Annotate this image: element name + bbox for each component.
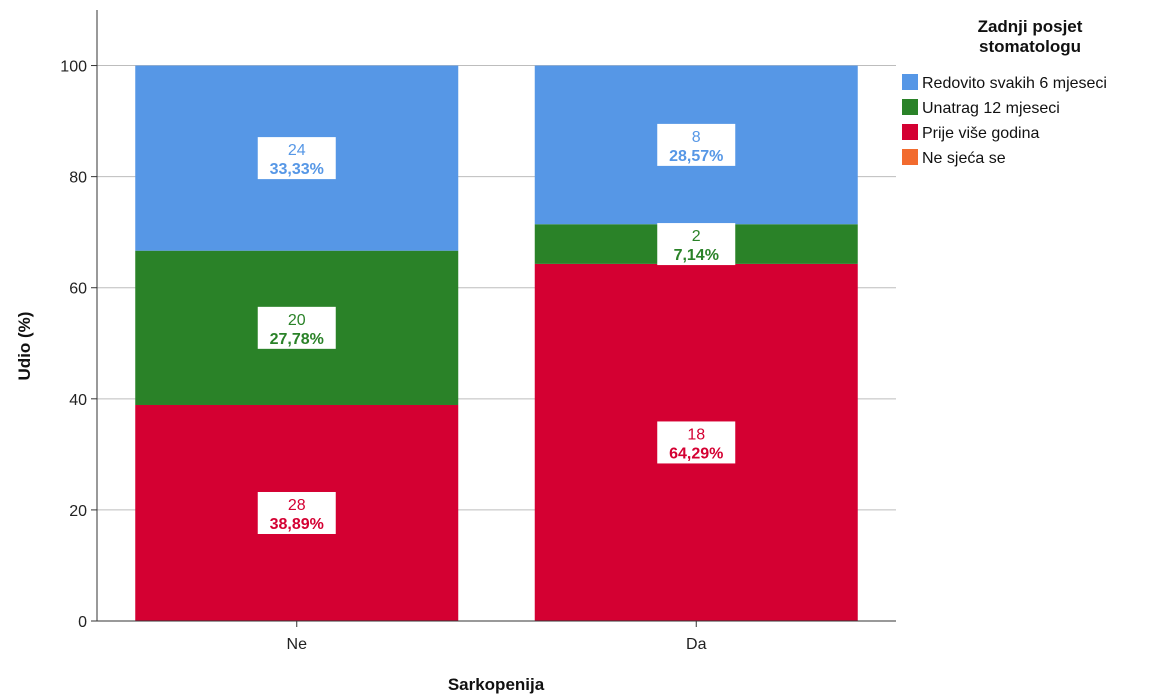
bars (135, 65, 858, 621)
legend-swatch (902, 74, 918, 90)
legend-label: Ne sjeća se (922, 150, 1006, 167)
data-label-count: 28 (288, 497, 306, 514)
x-tick-label: Da (686, 636, 707, 653)
data-label-percent: 38,89% (270, 516, 324, 533)
axes: 0 20 40 60 80 100 Ne Da (60, 10, 896, 653)
y-tick-label: 20 (69, 503, 87, 520)
data-label-percent: 64,29% (669, 445, 723, 462)
legend-title: Zadnji posjet (978, 17, 1083, 36)
data-label-box (257, 491, 336, 534)
data-label-percent: 33,33% (270, 161, 324, 178)
legend-label: Redovito svakih 6 mjeseci (922, 75, 1107, 92)
data-label-count: 24 (288, 142, 306, 159)
data-label-percent: 28,57% (669, 148, 723, 165)
y-tick-label: 40 (69, 392, 87, 409)
data-label-count: 2 (692, 228, 701, 245)
legend-swatch (902, 149, 918, 165)
legend-swatch (902, 99, 918, 115)
legend-label: Prije više godina (922, 125, 1040, 142)
y-tick-label: 80 (69, 170, 87, 187)
y-tick-label: 0 (78, 614, 87, 631)
data-label-percent: 7,14% (674, 247, 719, 264)
data-label-box (257, 306, 336, 349)
data-label-count: 8 (692, 129, 701, 146)
x-tick-label: Ne (287, 636, 308, 653)
data-label-box (657, 421, 736, 464)
data-label-box (657, 123, 736, 166)
y-tick-label: 60 (69, 281, 87, 298)
legend-swatch (902, 124, 918, 140)
data-label-count: 20 (288, 312, 306, 329)
legend-label: Unatrag 12 mjeseci (922, 100, 1060, 117)
data-label-percent: 27,78% (270, 331, 324, 348)
y-axis-title: Udio (%) (15, 312, 34, 381)
x-axis-title: Sarkopenija (448, 675, 545, 694)
data-label-box (657, 223, 736, 266)
data-labels: 28 38,89% 20 27,78% 24 33,33% 18 64,29% 2 7,14% 8 2… (257, 123, 736, 534)
data-label-box (257, 137, 336, 180)
data-label-count: 18 (687, 426, 705, 443)
legend-title: stomatologu (979, 37, 1081, 56)
y-tick-label: 100 (60, 59, 87, 76)
